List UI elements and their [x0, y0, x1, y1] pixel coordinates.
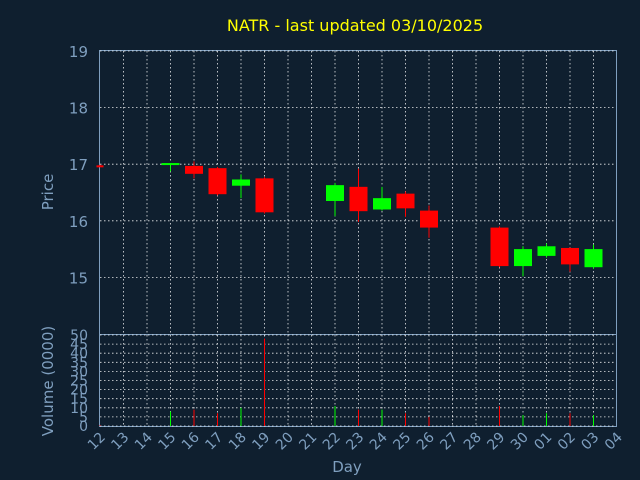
candle-body — [96, 165, 104, 168]
candle — [255, 177, 274, 214]
candle-body — [185, 165, 203, 174]
x-tick-label: 17 — [202, 430, 226, 454]
chart-title: NATR - last updated 03/10/2025 — [227, 16, 483, 35]
candle-body — [561, 247, 579, 265]
x-tick-label: 23 — [343, 430, 367, 454]
volume-y-tick-label: 35 — [70, 355, 88, 371]
candle-body — [232, 179, 250, 186]
candle — [561, 247, 579, 272]
candle — [373, 186, 391, 211]
volume-y-tick-label: 25 — [70, 374, 88, 390]
candle — [420, 205, 438, 238]
candle — [208, 167, 227, 196]
x-tick-label: 29 — [484, 430, 508, 454]
price-y-tick-label: 19 — [69, 43, 88, 61]
x-tick-label: 04 — [602, 429, 626, 453]
candle — [490, 226, 509, 268]
volume-y-tick-label: 30 — [70, 364, 88, 380]
x-tick-label: 01 — [531, 430, 555, 454]
candle — [537, 243, 556, 258]
price-candles — [96, 161, 603, 277]
candle — [584, 244, 603, 269]
candle — [232, 174, 250, 199]
volume-y-tick-label: 0 — [79, 419, 88, 435]
volume-y-tick-label: 10 — [70, 401, 88, 417]
candle-body — [326, 185, 344, 201]
x-tick-label: 20 — [273, 430, 297, 454]
candle — [514, 246, 532, 277]
x-tick-label: 16 — [179, 429, 203, 453]
x-tick-label: 22 — [320, 430, 344, 454]
candle-body — [373, 198, 391, 210]
candle — [185, 161, 203, 179]
candle-body — [420, 210, 438, 228]
volume-y-tick-label: 40 — [70, 346, 88, 362]
volume-bars — [99, 338, 594, 426]
x-tick-label: 19 — [249, 430, 273, 454]
price-y-tick-label: 18 — [69, 100, 88, 118]
volume-y-tick-label: 15 — [70, 392, 88, 408]
candle-body — [161, 163, 180, 166]
price-axis-label: Price — [39, 174, 57, 211]
price-y-ticks: 15 16 17 18 19 — [69, 43, 88, 287]
candle — [396, 191, 415, 217]
candle-body — [396, 193, 415, 209]
x-tick-label: 28 — [461, 430, 485, 454]
x-tick-label: 03 — [578, 430, 602, 454]
volume-y-tick-label: 20 — [70, 383, 88, 399]
x-axis-label: Day — [332, 458, 362, 476]
price-y-tick-label: 16 — [69, 213, 88, 231]
candle-body — [514, 249, 532, 267]
x-tick-label: 25 — [390, 430, 414, 454]
volume-y-tick-label: 50 — [70, 328, 88, 344]
candle-body — [255, 178, 274, 213]
candle-body — [349, 186, 368, 212]
volume-panel-frame — [99, 334, 617, 427]
x-tick-label: 27 — [437, 430, 461, 454]
x-tick-label: 12 — [85, 430, 109, 454]
x-tick-label: 15 — [155, 430, 179, 454]
x-tick-label: 14 — [132, 429, 156, 453]
x-tick-label: 18 — [226, 430, 250, 454]
candle-body — [584, 249, 603, 268]
candle — [326, 182, 344, 217]
volume-grid — [100, 334, 616, 427]
candle — [96, 164, 104, 168]
x-tick-label: 30 — [508, 430, 532, 454]
candle-body — [490, 227, 509, 267]
price-y-tick-label: 17 — [69, 156, 88, 174]
candle — [161, 163, 180, 172]
x-tick-label: 02 — [555, 430, 579, 454]
price-y-tick-label: 15 — [69, 269, 88, 287]
x-tick-label: 13 — [108, 430, 132, 454]
candle-body — [208, 168, 227, 195]
x-ticks: 12 13 14 15 16 17 18 19 20 21 22 23 24 25 26 27 28 29 30 01… — [85, 429, 626, 453]
volume-y-tick-label: 5 — [79, 410, 88, 426]
x-tick-label: 21 — [296, 430, 320, 454]
candle-body — [537, 246, 556, 256]
volume-axis-label: Volume (0000) — [39, 326, 57, 436]
x-tick-label: 24 — [367, 429, 391, 453]
x-tick-label: 26 — [414, 429, 438, 453]
candle — [349, 168, 368, 222]
volume-y-tick-label: 45 — [70, 337, 88, 353]
